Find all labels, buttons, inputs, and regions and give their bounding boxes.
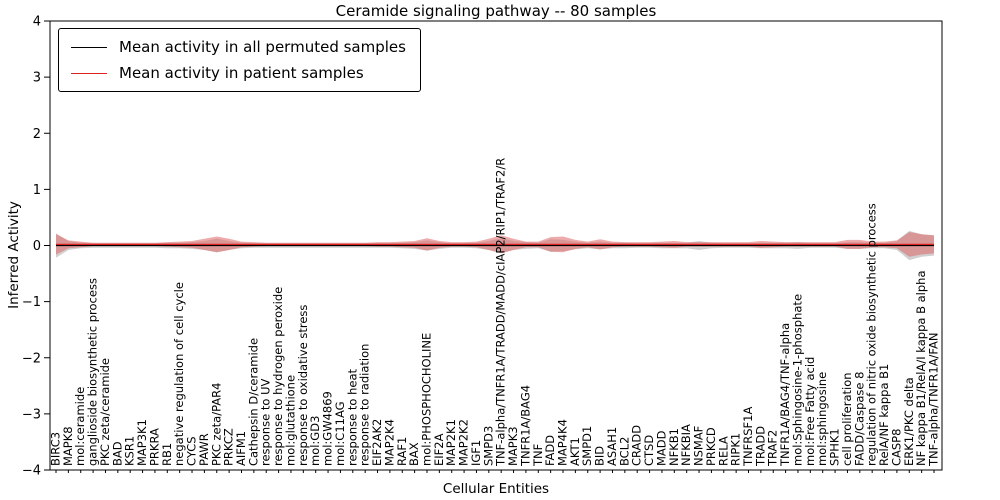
entity-label: RELA <box>716 436 730 466</box>
entity-label: mol:C11AG <box>333 401 347 466</box>
entity-label: PAWR <box>197 433 211 466</box>
entity-label: MAP4K4 <box>556 419 570 466</box>
entity-label: NFKBIA <box>679 424 693 466</box>
entity-label: TRADD <box>753 426 767 467</box>
entity-label: response to hydrogen peroxide <box>271 287 285 466</box>
x-axis-ticks <box>55 470 935 473</box>
y-tick-label: 4 <box>33 15 41 30</box>
entity-label: CYCS <box>185 436 199 466</box>
entity-label: FADD <box>543 435 557 466</box>
entity-label: MAP2K2 <box>457 419 471 466</box>
legend: Mean activity in all permuted samples Me… <box>58 28 421 92</box>
entity-label: regulation of nitric oxide biosynthetic … <box>865 203 879 466</box>
entity-label: ganglioside biosynthetic process <box>86 278 100 466</box>
entity-label: BAD <box>110 441 124 466</box>
entity-label: KSR1 <box>123 436 137 466</box>
entity-label: PKC zeta/PAR4 <box>209 383 223 466</box>
entity-label: mol:sphingosine <box>815 372 829 466</box>
entity-label: MAP3K1 <box>135 419 149 466</box>
entity-label: PKC zeta/ceramide <box>98 358 112 466</box>
entity-label: IGF1 <box>469 440 483 466</box>
y-tick-label: −2 <box>22 351 41 366</box>
entity-label: SMPD3 <box>481 426 495 466</box>
legend-label-patient: Mean activity in patient samples <box>119 64 364 82</box>
entity-label: PRKRA <box>147 428 161 466</box>
entity-label: response to heat <box>345 369 359 466</box>
entity-label: PRKCZ <box>222 428 236 466</box>
legend-item-permuted: Mean activity in all permuted samples <box>71 38 406 56</box>
entity-label: SPHK1 <box>828 428 842 466</box>
entity-label: ASAH1 <box>605 427 619 466</box>
patient-line-sample <box>71 72 107 74</box>
entity-label: TRAF2 <box>766 430 780 467</box>
entity-label: MAP2K4 <box>382 419 396 466</box>
legend-label-permuted: Mean activity in all permuted samples <box>119 38 406 56</box>
entity-label: BID <box>593 446 607 466</box>
y-tick-label: −4 <box>22 464 41 479</box>
y-axis-label: Inferred Activity <box>6 201 22 309</box>
entity-label: mol:ceramide <box>73 387 87 466</box>
entity-label: CTSD <box>642 435 656 466</box>
entity-label: response to oxidative stress <box>296 305 310 466</box>
entity-label: response to radiation <box>358 344 372 466</box>
entity-label: BCL2 <box>617 437 631 466</box>
entity-label: mol:GW4869 <box>321 391 335 466</box>
entity-label: TNF-alpha/TNFR1A/FAN <box>927 333 941 467</box>
entity-label: mol:glutathione <box>283 375 297 466</box>
y-axis-ticks: 4 3 2 1 0 −1 −2 −3 −4 <box>22 15 50 479</box>
entity-label: RAF1 <box>395 437 409 466</box>
y-tick-label: 2 <box>33 127 41 142</box>
entity-label: TNFR1A/BAG4 <box>518 385 532 467</box>
entity-label: cell proliferation <box>840 372 854 466</box>
entity-label: CRADD <box>630 425 644 466</box>
y-tick-label: 0 <box>33 239 41 254</box>
entity-label: SMPD1 <box>580 426 594 466</box>
y-tick-label: −1 <box>22 295 41 310</box>
entity-label: AKT1 <box>568 437 582 466</box>
entity-label: PRKCD <box>704 427 718 466</box>
entity-label: CASP8 <box>889 429 903 466</box>
entity-label: AIFM1 <box>234 431 248 466</box>
entity-label: mol:GD3 <box>308 416 322 466</box>
legend-item-patient: Mean activity in patient samples <box>71 64 406 82</box>
entity-label: response to UV <box>259 378 273 466</box>
entity-label: FADD/Caspase 8 <box>852 372 866 466</box>
entity-label: mol:Free Fatty acid <box>803 357 817 466</box>
entity-label: NSMAF <box>692 426 706 466</box>
entity-label: BAX <box>407 442 421 466</box>
permuted-line-sample <box>71 46 107 48</box>
y-tick-label: 3 <box>33 71 41 86</box>
y-tick-label: −3 <box>22 407 41 422</box>
entity-label: MAPK3 <box>506 426 520 466</box>
chart-title: Ceramide signaling pathway -- 80 samples <box>335 2 657 20</box>
entity-label: BIRC3 <box>49 432 63 466</box>
entity-label: MAP2K1 <box>444 419 458 466</box>
entity-label: NFKB1 <box>667 428 681 466</box>
y-tick-label: 1 <box>33 183 41 198</box>
mean-lines <box>56 243 934 247</box>
entity-label: RIPK1 <box>729 433 743 466</box>
entity-label: negative regulation of cell cycle <box>172 282 186 466</box>
entity-label: mol:Sphingosine-1-phosphate <box>790 294 804 466</box>
entity-label: mol:PHOSPHOCHOLINE <box>419 333 433 466</box>
entity-label: MAPK8 <box>61 426 75 466</box>
entity-label: MADD <box>654 430 668 466</box>
entity-label: NF kappa B1/RelA/I kappa B alpha <box>914 270 928 466</box>
entity-label: TNFRSF1A <box>741 407 755 467</box>
x-axis-label: Cellular Entities <box>442 481 550 497</box>
entity-label: TNF-alpha/TNFR1A/TRADD/MADD/cIAP2/RIP1/T… <box>494 158 508 467</box>
entity-label: Cathepsin D/ceramide <box>246 338 260 466</box>
entity-label: TNFR1A/BAG4/TNF-alpha <box>778 323 792 467</box>
entity-label: TNF <box>531 444 545 467</box>
entity-label: RB1 <box>160 443 174 466</box>
entity-label: ERK1/PKC delta <box>902 377 916 466</box>
entity-label: EIF2A <box>432 433 446 466</box>
entity-label: RelA/NF kappa B1 <box>877 364 891 466</box>
entity-label: EIF2AK2 <box>370 419 384 466</box>
